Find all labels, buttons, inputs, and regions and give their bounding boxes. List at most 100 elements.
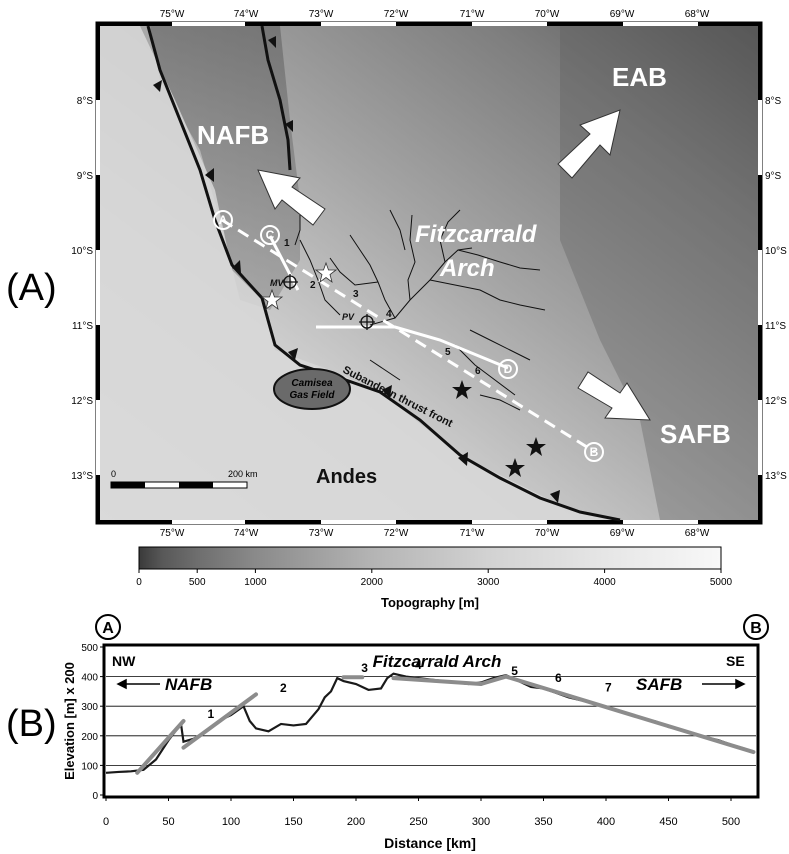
label-andes: Andes: [316, 466, 377, 488]
label-safb-profile: SAFB: [636, 675, 682, 694]
lon-labels-top: 75°W 74°W 73°W 72°W 71°W 70°W 69°W 68°W: [160, 9, 710, 20]
lon-bottom-3: 72°W: [384, 528, 409, 539]
map-panel: [95, 21, 763, 525]
lon-top-2: 73°W: [309, 9, 334, 20]
lon-top-4: 71°W: [460, 9, 485, 20]
profile-line-d: [316, 325, 509, 370]
lon-bottom-5: 70°W: [535, 528, 560, 539]
basin-arrows: [116, 678, 746, 690]
colorbar-tick-label: 0: [136, 577, 142, 588]
x-tick-label: 0: [103, 816, 109, 828]
label-safb: SAFB: [660, 419, 731, 449]
site-6: 6: [475, 366, 481, 377]
label-se: SE: [726, 653, 745, 669]
x-axis-label: Distance [km]: [384, 835, 476, 851]
x-tick-label: 350: [534, 816, 552, 828]
scale-end: 200 km: [228, 469, 258, 479]
river-network: [294, 209, 546, 411]
station-pv: PV: [342, 312, 355, 322]
scale-bar-labels: 0 200 km: [111, 469, 258, 479]
segment-fit-line: [504, 674, 756, 755]
lat-left-4: 12°S: [71, 396, 93, 407]
profile-panel: 0 50 100 150 200 250 300 350 400 450 500 0 100 200 30…: [81, 643, 760, 828]
map-region-labels: NAFB EAB SAFB Fitzcarrald Arch: [197, 62, 731, 449]
y-tick-label: 400: [81, 673, 98, 684]
y-tick-label: 500: [81, 643, 98, 654]
y-tick-label: 100: [81, 761, 98, 772]
corner-a: A: [102, 620, 114, 637]
scale-bar: [110, 481, 248, 489]
point-b: B: [590, 445, 599, 459]
label-nw: NW: [112, 653, 136, 669]
site-number-labels: 1 2 3 4 5 6: [284, 238, 481, 377]
x-tick-label: 450: [659, 816, 677, 828]
label-nafb: NAFB: [197, 120, 269, 150]
segment-number-label: 5: [511, 664, 518, 678]
thrust-front: [146, 25, 621, 522]
segment-number-label: 7: [605, 680, 612, 694]
profile-labels: NW SE Fitzcarrald Arch NAFB SAFB: [112, 652, 745, 694]
lat-left-0: 8°S: [77, 96, 94, 107]
site-4: 4: [386, 309, 392, 320]
corner-b-circle: [743, 614, 769, 640]
lat-right-3: 11°S: [765, 321, 786, 332]
lat-right-0: 8°S: [765, 96, 782, 107]
colorbar-tick-label: 500: [189, 577, 206, 588]
lat-left-3: 11°S: [72, 321, 93, 332]
eab-arrow: [557, 109, 621, 179]
x-tick-label: 50: [162, 816, 174, 828]
point-d: D: [504, 362, 513, 376]
segment-number-label: 6: [555, 671, 562, 685]
camisea-line2: Gas Field: [289, 390, 335, 401]
map-andes-shading: [100, 26, 620, 520]
lon-labels-bottom: 75°W 74°W 73°W 72°W 71°W 70°W 69°W 68°W: [160, 528, 710, 539]
lat-right-4: 12°S: [765, 396, 787, 407]
colorbar-tick-label: 2000: [361, 577, 384, 588]
lon-bottom-4: 71°W: [460, 528, 485, 539]
segment-fit-line: [181, 692, 258, 750]
lat-right-2: 10°S: [765, 246, 787, 257]
x-tick-label: 400: [597, 816, 615, 828]
lat-labels-left: 8°S 9°S 10°S 11°S 12°S 13°S: [71, 96, 93, 482]
lon-top-6: 69°W: [610, 9, 635, 20]
panel-label-a: (A): [6, 267, 57, 309]
panel-label-b: (B): [6, 703, 57, 745]
lat-right-5: 13°S: [765, 471, 787, 482]
colorbar-tick-label: 4000: [593, 577, 616, 588]
lat-labels-right: 8°S 9°S 10°S 11°S 12°S 13°S: [765, 96, 787, 482]
colorbar-tick-label: 1000: [244, 577, 267, 588]
lat-right-1: 9°S: [765, 171, 782, 182]
y-tick-label: 300: [81, 702, 98, 713]
site-5: 5: [445, 347, 451, 358]
label-eab: EAB: [612, 62, 667, 92]
lon-bottom-7: 68°W: [685, 528, 710, 539]
x-tick-label: 100: [222, 816, 240, 828]
label-arch-line1: Fitzcarrald: [415, 221, 538, 248]
x-tick-label: 300: [472, 816, 490, 828]
profile-line-ab: [221, 218, 596, 454]
x-tick-label: 200: [347, 816, 365, 828]
y-tick-label: 200: [81, 732, 98, 743]
topography-colorbar: 0 500 1000 2000 3000 4000 5000 Topography [m]: [136, 546, 733, 610]
segment-fit-line: [391, 676, 483, 686]
station-mv: MV: [270, 278, 284, 288]
station-symbols: [282, 274, 375, 330]
lon-bottom-6: 69°W: [610, 528, 635, 539]
x-tick-label: 150: [284, 816, 302, 828]
label-arch-line2: Arch: [439, 255, 495, 282]
label-nafb-profile: NAFB: [165, 675, 212, 694]
lat-left-2: 10°S: [71, 246, 93, 257]
site-stars: [260, 261, 546, 477]
segment-number-label: 2: [280, 681, 287, 695]
y-tick-label: 0: [92, 791, 98, 802]
corner-b: B: [750, 620, 762, 637]
x-tick-label: 250: [409, 816, 427, 828]
camisea-field: [273, 368, 351, 410]
scale-start: 0: [111, 469, 116, 479]
nafb-arrow: [257, 169, 326, 226]
lon-bottom-0: 75°W: [160, 528, 185, 539]
map-border-ticks: [96, 22, 762, 524]
lon-top-3: 72°W: [384, 9, 409, 20]
station-labels: MV PV: [270, 278, 355, 322]
